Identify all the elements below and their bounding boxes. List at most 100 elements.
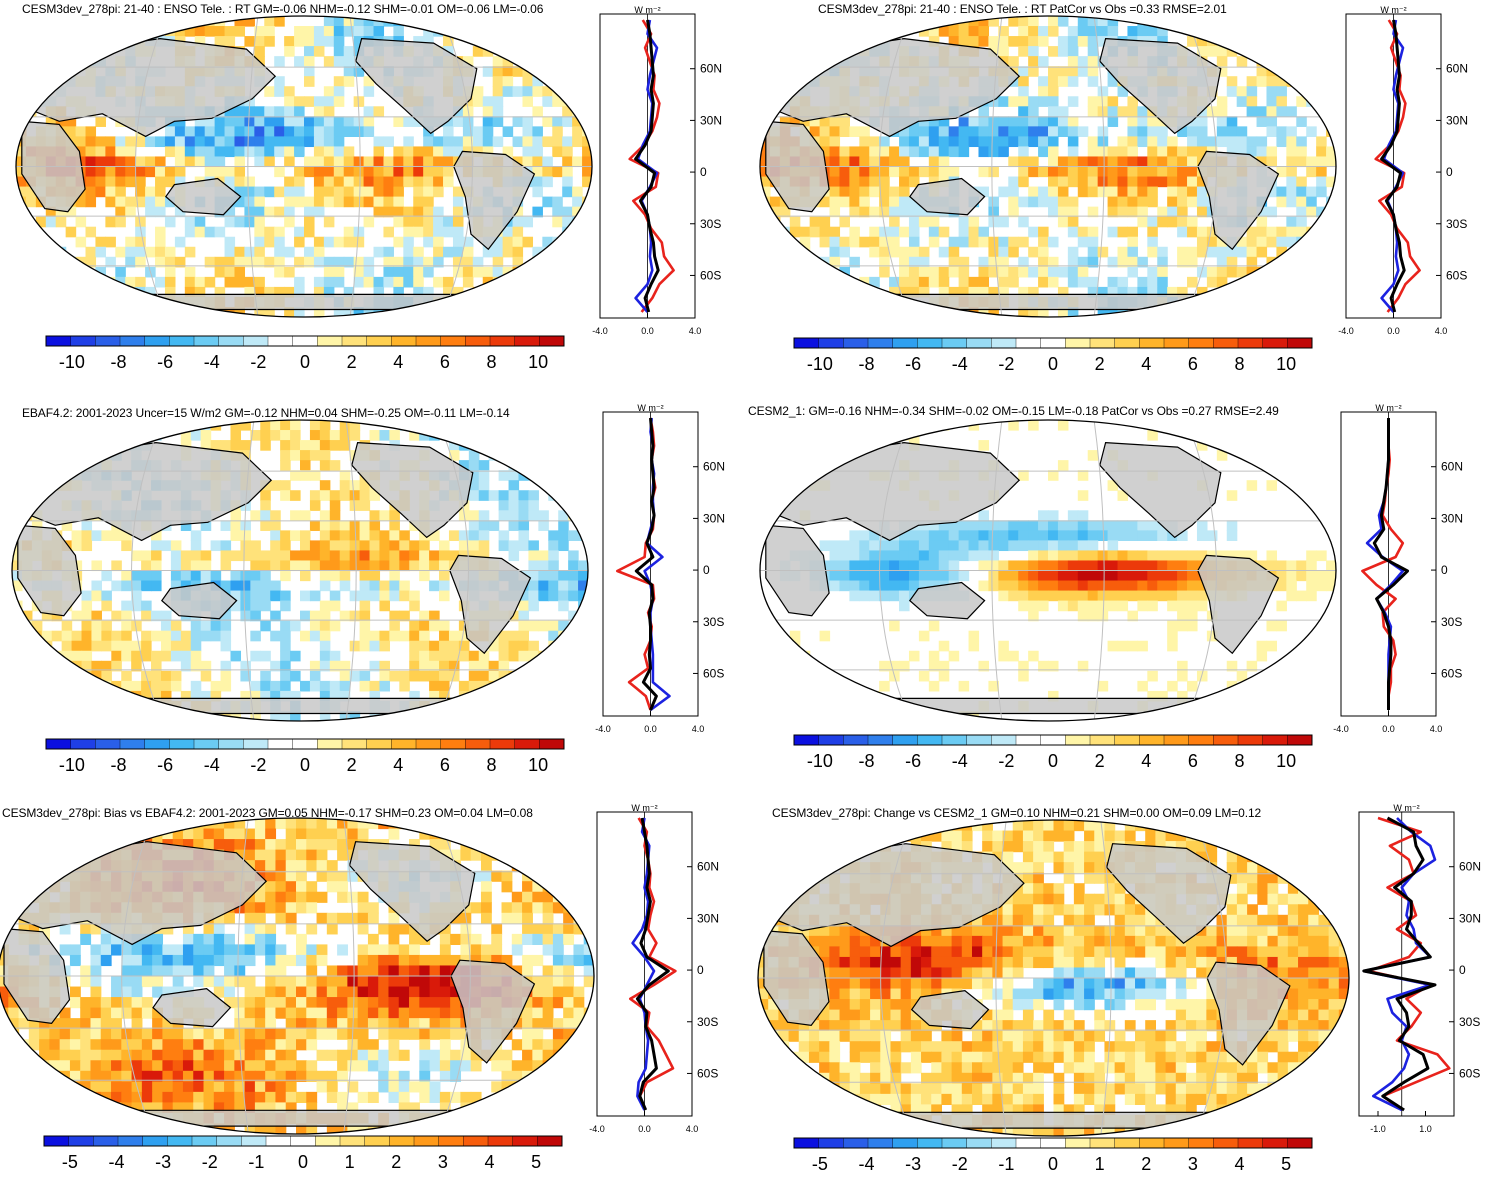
colorbar-swatch: [893, 1138, 918, 1148]
colorbar-swatch: [1287, 1138, 1312, 1148]
zonal-unit-label: W m⁻²: [637, 403, 663, 413]
colorbar-tick-label: -6: [157, 755, 173, 775]
colorbar-swatch: [315, 1136, 340, 1146]
colorbar-swatch: [367, 336, 392, 346]
colorbar-swatch: [1189, 735, 1214, 745]
colorbar-tick-label: -4: [204, 352, 220, 372]
colorbar-swatch: [342, 739, 367, 749]
colorbar-swatch: [441, 336, 466, 346]
colorbar-tick-label: 8: [1234, 751, 1244, 771]
zonal-line-black: [1364, 818, 1435, 1110]
colorbar-swatch: [95, 739, 120, 749]
colorbar-swatch: [243, 336, 268, 346]
colorbar-swatch: [293, 336, 318, 346]
colorbar-tick-label: -2: [250, 352, 266, 372]
colorbar-swatch: [539, 336, 564, 346]
colorbar-swatch: [1213, 735, 1238, 745]
lat-tick-label: 30N: [1441, 511, 1463, 525]
colorbar-swatch: [1041, 338, 1066, 348]
lat-tick-label: 60N: [1441, 460, 1463, 474]
land-mass: [28, 1110, 564, 1126]
colorbar-tick-label: 4: [393, 755, 403, 775]
colorbar-tick-label: -1: [248, 1152, 264, 1172]
colorbar-tick-label: -10: [807, 354, 833, 374]
lat-tick-label: 0: [1441, 563, 1448, 577]
colorbar-swatch: [1287, 338, 1312, 348]
lat-tick-label: 60S: [700, 268, 721, 282]
colorbar-swatch: [317, 336, 342, 346]
panel-middle-right: CESM2_1: GM=-0.16 NHM=-0.34 SHM=-0.02 OM…: [746, 398, 1493, 790]
colorbar-tick-label: -10: [59, 755, 85, 775]
colorbar-tick-label: -10: [59, 352, 85, 372]
x-tick-label: 4.0: [692, 724, 705, 734]
colorbar-swatch: [490, 336, 515, 346]
colorbar-swatch: [1065, 1138, 1090, 1148]
colorbar-tick-label: 5: [531, 1152, 541, 1172]
colorbar-swatch: [1238, 735, 1263, 745]
colorbar-tick-label: 10: [528, 755, 548, 775]
colorbar-swatch: [1016, 1138, 1041, 1148]
colorbar-tick-label: -2: [202, 1152, 218, 1172]
x-tick-label: 1.0: [1419, 1124, 1432, 1134]
colorbar-swatch: [217, 1136, 242, 1146]
colorbar-swatch: [539, 739, 564, 749]
lat-tick-label: 0: [703, 563, 710, 577]
colorbar-tick-label: -4: [109, 1152, 125, 1172]
colorbar-swatch: [169, 739, 194, 749]
colorbar-tick-label: 10: [1276, 354, 1296, 374]
colorbar-swatch: [843, 735, 868, 745]
colorbar-swatch: [219, 336, 244, 346]
colorbar-swatch: [515, 336, 540, 346]
panel-title: CESM2_1: GM=-0.16 NHM=-0.34 SHM=-0.02 OM…: [748, 404, 1279, 418]
panel-top-right: CESM3dev_278pi: 21-40 : ENSO Tele. : RT …: [746, 0, 1493, 392]
zonal-line-black: [1382, 20, 1405, 312]
colorbar-tick-label: -8: [859, 354, 875, 374]
colorbar-swatch: [342, 336, 367, 346]
lat-tick-label: 60S: [697, 1066, 718, 1080]
colorbar-tick-label: 4: [484, 1152, 494, 1172]
colorbar-swatch: [389, 1136, 414, 1146]
map-plot: [14, 14, 594, 319]
colorbar-swatch: [120, 739, 145, 749]
colorbar-tick-label: -2: [250, 755, 266, 775]
colorbar-swatch: [268, 739, 293, 749]
colorbar-swatch: [416, 336, 441, 346]
lat-tick-label: 0: [1446, 165, 1453, 179]
lat-tick-label: 60S: [703, 666, 724, 680]
colorbar-tick-label: -6: [157, 352, 173, 372]
colorbar-swatch: [893, 338, 918, 348]
colorbar-swatch: [1238, 338, 1263, 348]
colorbar-tick-label: 6: [440, 755, 450, 775]
colorbar-swatch: [1016, 338, 1041, 348]
panel-top-left: CESM3dev_278pi: 21-40 : ENSO Tele. : RT …: [0, 0, 746, 392]
x-tick-label: 4.0: [689, 326, 702, 336]
colorbar-swatch: [46, 336, 71, 346]
colorbar-swatch: [1164, 735, 1189, 745]
colorbar-swatch: [1164, 338, 1189, 348]
colorbar-tick-label: -10: [807, 751, 833, 771]
lat-tick-label: 60N: [1446, 62, 1468, 76]
colorbar-swatch: [1090, 338, 1115, 348]
land-mass: [789, 294, 1307, 309]
colorbar-tick-label: 0: [1048, 1154, 1058, 1174]
zonal-unit-label: W m⁻²: [1393, 803, 1419, 813]
lat-tick-label: 0: [697, 963, 704, 977]
x-tick-label: -1.0: [1370, 1124, 1386, 1134]
colorbar-swatch: [868, 735, 893, 745]
lat-tick-label: 30S: [700, 217, 721, 231]
colorbar-tick-label: 2: [391, 1152, 401, 1172]
colorbar-tick-label: 1: [1095, 1154, 1105, 1174]
colorbar-swatch: [367, 739, 392, 749]
colorbar-tick-label: 0: [300, 352, 310, 372]
colorbar-swatch: [1090, 1138, 1115, 1148]
colorbar-swatch: [194, 739, 219, 749]
colorbar-swatch: [917, 1138, 942, 1148]
colorbar-swatch: [391, 336, 416, 346]
colorbar-swatch: [843, 338, 868, 348]
colorbar-tick-label: 6: [1188, 751, 1198, 771]
colorbar-swatch: [868, 338, 893, 348]
colorbar-swatch: [416, 739, 441, 749]
colorbar-swatch: [1041, 1138, 1066, 1148]
colorbar-swatch: [46, 739, 71, 749]
